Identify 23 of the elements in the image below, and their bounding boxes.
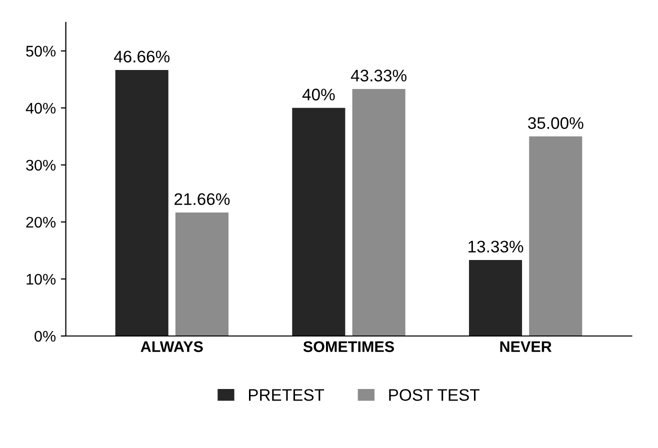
bar — [468, 260, 522, 336]
bar — [175, 212, 228, 336]
legend-label: PRETEST — [249, 389, 324, 401]
x-tick-label: SOMETIMES — [303, 341, 394, 352]
bar — [292, 108, 346, 336]
y-tick-label: 10% — [26, 274, 56, 285]
bar — [115, 70, 168, 336]
data-label: 46.66% — [114, 50, 170, 62]
bar — [352, 88, 406, 336]
legend-label: POST TEST — [389, 389, 480, 401]
y-tick-label: 0% — [34, 330, 56, 342]
data-label: 40% — [302, 88, 335, 100]
y-tick-label: 40% — [26, 102, 56, 114]
data-label: 13.33% — [468, 240, 524, 253]
bar — [529, 136, 582, 336]
x-tick-label: NEVER — [500, 341, 552, 352]
data-label: 35.00% — [528, 117, 584, 129]
data-label: 43.33% — [350, 70, 406, 82]
y-tick-label: 20% — [26, 216, 56, 228]
y-tick-label: 50% — [26, 46, 56, 57]
x-tick-label: ALWAYS — [140, 341, 203, 352]
y-tick-label: 30% — [26, 160, 56, 171]
data-label: 21.66% — [174, 193, 230, 206]
